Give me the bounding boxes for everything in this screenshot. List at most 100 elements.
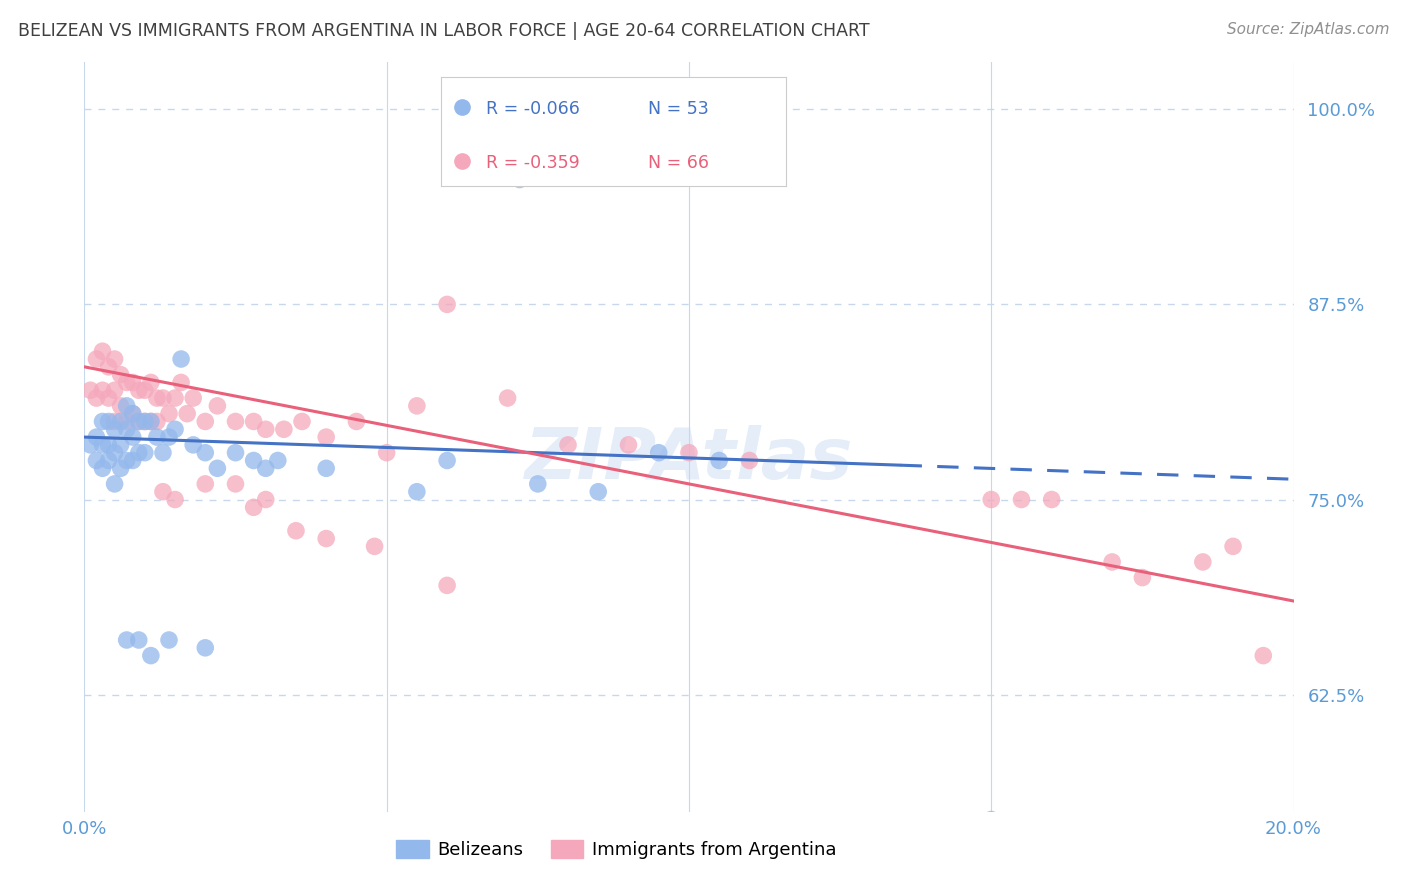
Point (91, 344, 114, 359)
Point (1040, 492, 1063, 507)
Legend: Belizeans, Immigrants from Argentina: Belizeans, Immigrants from Argentina (389, 832, 844, 866)
Point (170, 376, 193, 390)
Point (121, 407, 143, 421)
Point (709, 453, 731, 467)
Point (115, 399, 138, 413)
Point (157, 407, 180, 421)
Point (406, 399, 429, 413)
Point (242, 453, 264, 467)
Point (207, 461, 229, 475)
Point (152, 446, 174, 460)
Point (134, 446, 156, 460)
Point (128, 633, 150, 648)
Point (315, 430, 337, 444)
Point (285, 524, 308, 538)
Point (97, 391, 120, 405)
Point (139, 648, 162, 663)
Point (146, 414, 169, 429)
Point (152, 484, 174, 499)
Text: BELIZEAN VS IMMIGRANTS FROM ARGENTINA IN LABOR FORCE | AGE 20-64 CORRELATION CHA: BELIZEAN VS IMMIGRANTS FROM ARGENTINA IN… (18, 22, 870, 40)
Point (194, 446, 217, 460)
Point (128, 446, 150, 460)
Point (157, 430, 180, 444)
Point (225, 414, 247, 429)
Point (678, 446, 700, 460)
Point (449, 164, 471, 178)
Point (170, 351, 193, 366)
Point (980, 813, 1002, 827)
Point (86, 453, 108, 467)
Point (146, 430, 169, 444)
Point (115, 422, 138, 436)
Point (79, 384, 101, 398)
Point (165, 391, 187, 405)
Point (1130, 571, 1153, 585)
Point (104, 351, 127, 366)
Point (194, 414, 217, 429)
Point (115, 376, 138, 390)
Point (1222, 540, 1244, 554)
Point (588, 484, 610, 499)
Point (157, 633, 180, 648)
Point (315, 532, 337, 546)
Point (648, 446, 671, 460)
Point (110, 461, 132, 475)
Text: Source: ZipAtlas.com: Source: ZipAtlas.com (1226, 22, 1389, 37)
Point (128, 414, 150, 429)
Point (104, 384, 127, 398)
Point (134, 384, 156, 398)
Point (509, 172, 531, 186)
Point (121, 453, 143, 467)
Point (315, 461, 337, 475)
Point (557, 438, 579, 452)
Point (254, 422, 277, 436)
Point (436, 578, 458, 592)
Point (97, 453, 120, 467)
Point (291, 414, 314, 429)
Point (134, 414, 156, 429)
Point (363, 540, 385, 554)
Point (436, 453, 458, 467)
Point (527, 477, 550, 491)
Point (97, 438, 120, 452)
Point (91, 414, 114, 429)
Point (225, 446, 247, 460)
Point (1011, 492, 1033, 507)
Point (207, 399, 229, 413)
Point (104, 414, 127, 429)
Point (242, 500, 264, 515)
Point (375, 446, 398, 460)
Point (436, 297, 458, 311)
Point (110, 399, 132, 413)
Point (738, 453, 761, 467)
Point (86, 391, 108, 405)
Point (181, 438, 204, 452)
Point (121, 376, 143, 390)
Point (91, 438, 114, 452)
Point (128, 384, 150, 398)
Point (617, 438, 640, 452)
Point (242, 414, 264, 429)
Point (346, 414, 368, 429)
Point (86, 351, 108, 366)
Point (194, 477, 217, 491)
Point (91, 461, 114, 475)
Point (165, 492, 187, 507)
Point (97, 359, 120, 374)
Point (254, 461, 277, 475)
Point (97, 414, 120, 429)
Point (1253, 648, 1275, 663)
Point (115, 453, 138, 467)
Point (134, 414, 156, 429)
Point (79, 438, 101, 452)
Point (121, 430, 143, 444)
Point (110, 368, 132, 382)
Point (139, 414, 162, 429)
Point (115, 414, 138, 429)
Point (86, 430, 108, 444)
Point (1101, 555, 1123, 569)
Point (406, 484, 429, 499)
Point (267, 453, 290, 467)
Point (1192, 555, 1215, 569)
Point (496, 391, 519, 405)
